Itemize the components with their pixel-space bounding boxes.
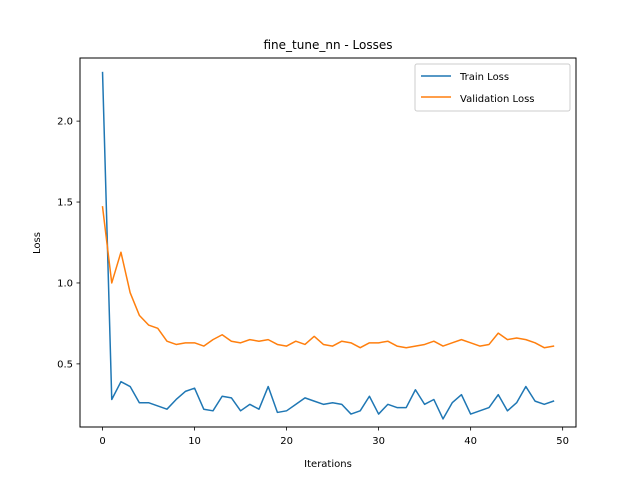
y-axis-label: Loss bbox=[32, 232, 43, 254]
legend: Train Loss Validation Loss bbox=[414, 63, 571, 112]
y-tick-label: 2.0 bbox=[57, 117, 73, 128]
x-tick-label: 10 bbox=[188, 436, 201, 447]
series-line-train-loss bbox=[101, 71, 555, 420]
ticks-layer: 0 10 20 30 40 50 0.5 1.0 1.5 2.0 bbox=[57, 117, 569, 447]
x-tick-label: 30 bbox=[372, 436, 385, 447]
legend-label-validation-loss: Validation Loss bbox=[460, 94, 535, 105]
x-axis-label: Iterations bbox=[304, 459, 352, 470]
y-tick-label: 1.0 bbox=[57, 278, 73, 289]
plot-frame bbox=[79, 57, 577, 428]
legend-box bbox=[414, 63, 571, 112]
x-tick-label: 40 bbox=[464, 436, 477, 447]
y-tick-label: 0.5 bbox=[57, 359, 73, 370]
series-line-validation-loss bbox=[101, 206, 555, 349]
y-tick-label: 1.5 bbox=[57, 198, 73, 209]
x-tick-label: 50 bbox=[556, 436, 569, 447]
x-tick-label: 20 bbox=[280, 436, 293, 447]
legend-label-train-loss: Train Loss bbox=[459, 72, 509, 83]
chart-title: fine_tune_nn - Losses bbox=[264, 38, 393, 52]
series-layer bbox=[101, 71, 555, 420]
x-tick-label: 0 bbox=[99, 436, 105, 447]
